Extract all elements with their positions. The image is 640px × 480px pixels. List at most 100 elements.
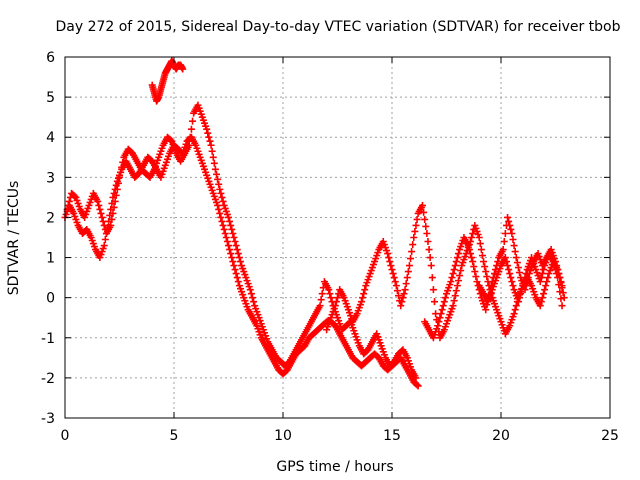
data-point (464, 242, 472, 250)
data-point (560, 294, 568, 302)
data-point (519, 282, 527, 290)
data-point (447, 278, 455, 286)
data-point (476, 240, 484, 248)
data-point (470, 263, 478, 271)
data-point (226, 217, 234, 225)
data-point (221, 229, 229, 237)
data-point (64, 201, 72, 209)
data-point (113, 185, 121, 193)
data-point (217, 189, 225, 197)
data-point (428, 274, 436, 282)
data-point (512, 254, 520, 262)
data-point (538, 270, 546, 278)
data-point (540, 290, 548, 298)
data-point (508, 229, 516, 237)
data-point (481, 263, 489, 271)
data-point (230, 262, 238, 270)
y-tick-label: 1 (46, 251, 55, 267)
data-point (429, 286, 437, 294)
data-point (215, 180, 223, 188)
data-point (359, 294, 367, 302)
data-point (542, 282, 550, 290)
data-point (508, 278, 516, 286)
data-point (513, 259, 521, 267)
data-point (387, 262, 395, 270)
data-point (404, 268, 412, 276)
data-point (522, 270, 530, 278)
data-point (401, 286, 409, 294)
data-point (507, 274, 515, 282)
chart-title: Day 272 of 2015, Sidereal Day-to-day VTE… (55, 19, 620, 35)
data-point (506, 270, 514, 278)
y-tick-label: 4 (46, 130, 55, 146)
data-point (499, 246, 507, 254)
data-point (208, 147, 216, 155)
data-point (100, 221, 108, 229)
data-point (510, 242, 518, 250)
data-point (412, 374, 420, 382)
data-point (118, 163, 126, 171)
data-point (475, 234, 483, 241)
data-point (215, 205, 223, 213)
data-point (434, 322, 442, 330)
data-point (214, 175, 222, 183)
data-point (410, 234, 418, 241)
data-point (407, 255, 415, 263)
data-point (413, 215, 421, 223)
data-point (232, 242, 240, 250)
data-point (233, 246, 241, 254)
data-point (426, 254, 434, 262)
data-point (422, 222, 430, 230)
series-trace-e (475, 250, 566, 310)
y-tick-label: -2 (41, 371, 55, 387)
data-point (405, 262, 413, 270)
data-point (246, 286, 254, 294)
data-point (408, 248, 416, 256)
data-point (550, 262, 558, 270)
data-point (186, 133, 194, 141)
data-point (502, 258, 510, 266)
data-point (450, 266, 458, 274)
data-point (326, 290, 334, 298)
data-point (361, 286, 369, 294)
data-point (505, 266, 513, 274)
data-point (108, 215, 116, 223)
data-point (214, 201, 222, 209)
data-point (392, 282, 400, 290)
data-point (504, 262, 512, 270)
data-point (96, 205, 104, 213)
grid (65, 57, 610, 418)
data-point (189, 117, 197, 125)
data-point (216, 185, 224, 193)
data-point (449, 302, 457, 310)
data-point (112, 191, 120, 199)
data-point (555, 281, 563, 289)
data-point (520, 278, 528, 286)
data-point (210, 159, 218, 167)
data-point (385, 254, 393, 262)
data-point (227, 250, 235, 258)
data-point (511, 306, 519, 314)
data-point (543, 278, 551, 286)
data-point (248, 294, 256, 302)
data-point (490, 270, 498, 278)
x-tick-label: 25 (601, 428, 619, 444)
data-point (438, 306, 446, 314)
data-point (228, 254, 236, 262)
data-point (436, 314, 444, 322)
data-point (450, 297, 458, 305)
y-tick-label: -1 (41, 331, 55, 347)
data-point (449, 270, 457, 278)
data-point (211, 165, 219, 173)
data-point (399, 294, 407, 302)
data-point (219, 197, 227, 205)
data-point (536, 278, 544, 286)
x-tick-label: 0 (61, 428, 70, 444)
data-point (327, 294, 335, 302)
data-point (482, 306, 490, 314)
data-point (506, 221, 514, 229)
data-point (360, 290, 368, 298)
data-point (451, 292, 459, 300)
data-point (514, 298, 522, 306)
data-point (465, 246, 473, 254)
